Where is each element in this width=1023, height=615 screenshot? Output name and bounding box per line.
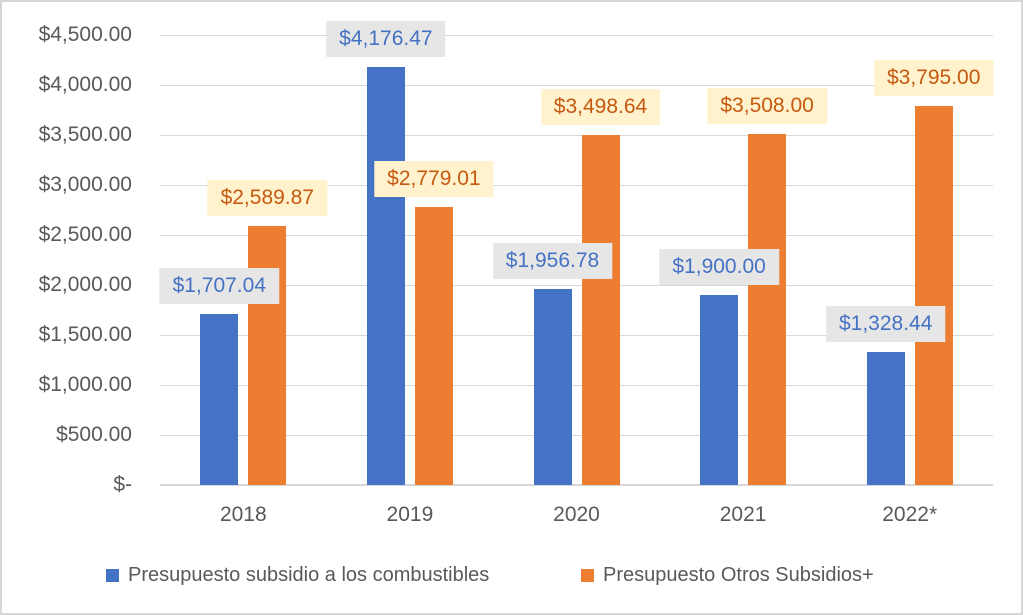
legend-label-combustibles: Presupuesto subsidio a los combustibles bbox=[128, 563, 490, 586]
y-axis-tick-label: $2,500.00 bbox=[38, 223, 132, 246]
y-axis-tick-label: $3,000.00 bbox=[38, 173, 132, 196]
legend-item-otros-subsidios: Presupuesto Otros Subsidios+ bbox=[581, 561, 874, 589]
legend-item-combustibles: Presupuesto subsidio a los combustibles bbox=[106, 561, 489, 589]
data-label-combustibles-2021: $1,900.00 bbox=[659, 249, 779, 285]
x-axis-label-2022*: 2022* bbox=[882, 503, 938, 526]
gridline bbox=[160, 85, 993, 86]
data-label-otros-subsidios-2018: $2,589.87 bbox=[207, 180, 328, 216]
bar-combustibles-2019 bbox=[366, 67, 405, 485]
x-axis-line bbox=[160, 484, 993, 486]
bar-otros-subsidios-2022* bbox=[914, 105, 953, 485]
y-axis-tick-label: $3,500.00 bbox=[38, 123, 132, 146]
gridline bbox=[160, 385, 993, 386]
bar-combustibles-2020 bbox=[533, 289, 572, 485]
data-label-otros-subsidios-2019: $2,779.01 bbox=[374, 161, 494, 198]
bar-otros-subsidios-2021 bbox=[748, 134, 787, 485]
data-label-otros-subsidios-2021: $3,508.00 bbox=[707, 88, 827, 125]
legend-swatch-orange bbox=[581, 568, 594, 582]
bar-combustibles-2022* bbox=[866, 352, 905, 485]
y-axis-tick-label: $4,500.00 bbox=[38, 23, 132, 46]
legend-swatch-blue bbox=[106, 568, 119, 582]
gridline bbox=[160, 235, 993, 236]
bar-combustibles-2018 bbox=[200, 314, 239, 485]
x-axis-label-2020: 2020 bbox=[553, 503, 600, 526]
gridline bbox=[160, 35, 993, 36]
gridline bbox=[160, 335, 993, 336]
x-axis-label-2019: 2019 bbox=[386, 503, 434, 526]
gridline bbox=[160, 285, 993, 286]
y-axis-tick-label: $4,000.00 bbox=[38, 73, 132, 96]
x-axis-label-2021: 2021 bbox=[719, 503, 767, 526]
gridline bbox=[160, 185, 993, 186]
data-label-combustibles-2022*: $1,328.44 bbox=[825, 306, 946, 343]
data-label-otros-subsidios-2020: $3,498.64 bbox=[540, 89, 661, 126]
data-label-combustibles-2019: $4,176.47 bbox=[326, 21, 446, 58]
data-label-otros-subsidios-2022*: $3,795.00 bbox=[873, 59, 994, 96]
bar-combustibles-2021 bbox=[700, 295, 739, 485]
bar-otros-subsidios-2019 bbox=[414, 207, 453, 485]
bar-otros-subsidios-2020 bbox=[581, 135, 620, 485]
y-axis-tick-label: $500.00 bbox=[56, 423, 132, 446]
y-axis-tick-label: $2,000.00 bbox=[38, 273, 132, 296]
y-axis-tick-label: $- bbox=[113, 473, 132, 496]
gridline bbox=[160, 435, 993, 436]
y-axis-tick-label: $1,000.00 bbox=[38, 373, 132, 396]
bar-otros-subsidios-2018 bbox=[248, 226, 287, 485]
x-axis-label-2018: 2018 bbox=[219, 503, 267, 526]
legend-label-otros-subsidios: Presupuesto Otros Subsidios+ bbox=[603, 563, 874, 586]
gridline bbox=[160, 135, 993, 136]
data-label-combustibles-2018: $1,707.04 bbox=[159, 268, 280, 305]
y-axis-tick-label: $1,500.00 bbox=[38, 323, 132, 346]
data-label-combustibles-2020: $1,956.78 bbox=[492, 243, 613, 280]
